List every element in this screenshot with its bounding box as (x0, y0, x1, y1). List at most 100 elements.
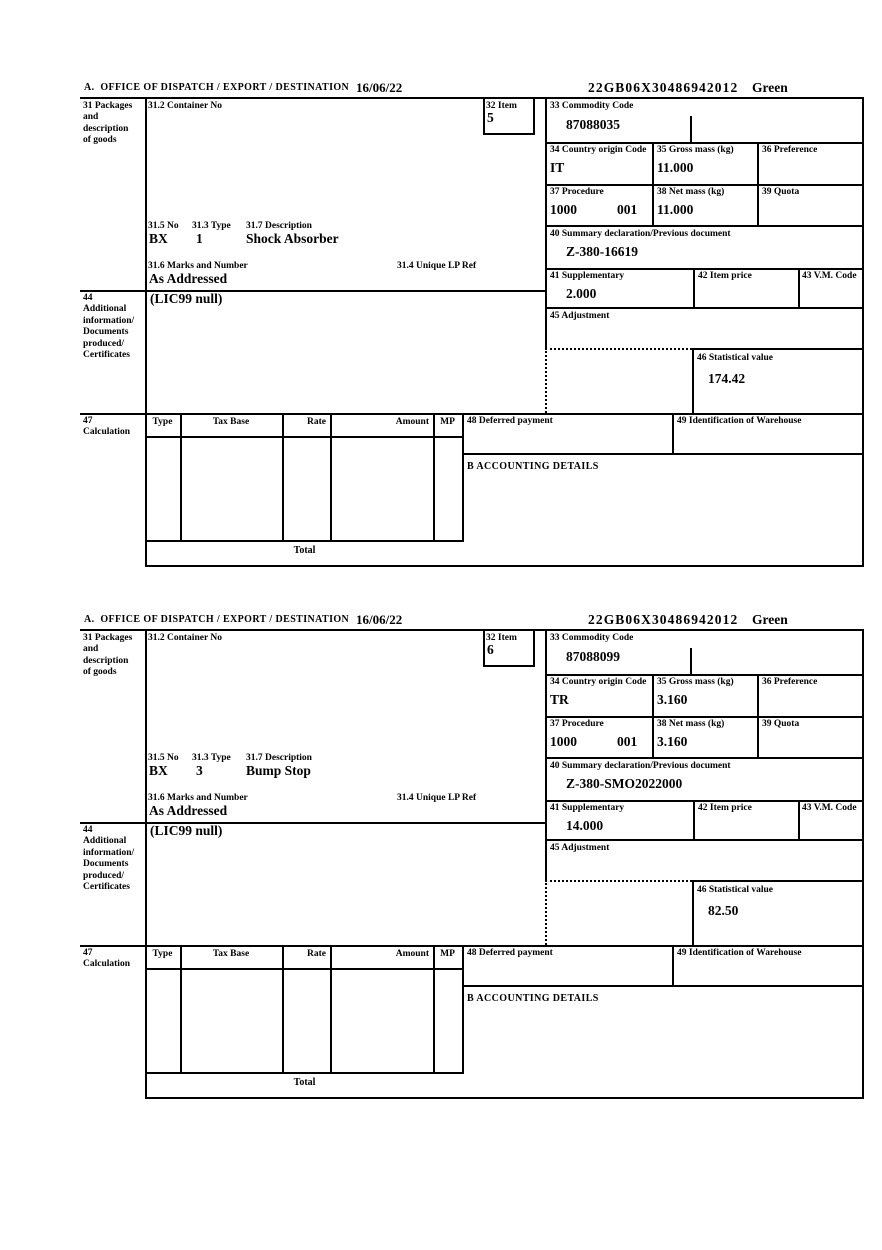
calculation-top-border (80, 945, 864, 947)
marks-bottom-border (80, 290, 547, 292)
item-box-right-border (533, 97, 535, 133)
box37-procedure-value: 1000 (550, 734, 577, 749)
grid-line (693, 800, 695, 839)
dotted-vertical-divider (545, 880, 547, 945)
box45-adjustment-label: 45 Adjustment (550, 843, 610, 853)
grid-line (798, 800, 800, 839)
box33-commodity-label: 33 Commodity Code (550, 101, 634, 111)
box41-supplementary-value: 14.000 (566, 818, 604, 833)
box40-previous-doc-value: Z-380-SMO2022000 (566, 776, 683, 791)
package-count-value: 3 (196, 763, 203, 778)
box34-origin-value: IT (550, 160, 565, 175)
box38-net-mass-label: 38 Net mass (kg) (657, 187, 725, 197)
box39-quota-label: 39 Quota (762, 719, 800, 729)
package-kind-value: BX (149, 231, 168, 246)
box39-quota-label: 39 Quota (762, 187, 800, 197)
box32-item-label: 32 Item (486, 101, 517, 111)
calc-col-type: Type (152, 417, 173, 427)
office-of-dispatch-label: A. OFFICE OF DISPATCH / EXPORT / DESTINA… (84, 614, 350, 625)
box44-additional-info-value: (LIC99 null) (150, 823, 223, 838)
box36-preference-label: 36 Preference (762, 677, 818, 687)
calc-column-line (180, 413, 182, 540)
dotted-grid-line (545, 880, 692, 882)
grid-line (545, 184, 864, 186)
box37-procedure-ext: 001 (617, 734, 638, 749)
accounting-details-label: B ACCOUNTING DETAILS (467, 461, 599, 472)
deferred-bottom-border (462, 985, 864, 987)
grid-line (652, 674, 654, 757)
calc-table-right-border (462, 413, 464, 540)
box33-commodity-label: 33 Commodity Code (550, 633, 634, 643)
grid-line (757, 142, 759, 225)
box44-additional-info-label: 44 Additional information/ Documents pro… (83, 293, 135, 360)
grid-line (545, 674, 864, 676)
box45-adjustment-label: 45 Adjustment (550, 311, 610, 321)
box35-gross-mass-value: 3.160 (657, 692, 688, 707)
box42-item-price-label: 42 Item price (698, 803, 752, 813)
box37-procedure-value: 1000 (550, 202, 577, 217)
marks-value: As Addressed (149, 271, 228, 286)
item-box-right-border (533, 629, 535, 665)
box32-item-label: 32 Item (486, 633, 517, 643)
box37-procedure-ext: 001 (617, 202, 638, 217)
calc-header-underline (145, 968, 464, 970)
box31-5-no-label: 31.5 No (148, 753, 179, 763)
calc-total-label: Total (293, 545, 316, 556)
deferred-warehouse-divider (672, 945, 674, 985)
box38-net-mass-label: 38 Net mass (kg) (657, 719, 725, 729)
stat-value-left-border (692, 880, 694, 945)
item-box-bottom-border (483, 665, 535, 667)
box31-packages-label: 31 Packages and description of goods (83, 101, 133, 146)
box41-supplementary-label: 41 Supplementary (550, 803, 625, 813)
stat-value-top-border (692, 880, 864, 882)
commodity-code-separator-tick (690, 648, 692, 674)
deferred-bottom-border (462, 453, 864, 455)
box43-vm-code-label: 43 V.M. Code (802, 803, 857, 813)
grid-line (757, 674, 759, 757)
grid-line (545, 268, 864, 270)
calc-column-line (282, 945, 284, 1072)
box33-commodity-value: 87088099 (566, 649, 620, 664)
calc-col-mp: MP (440, 949, 455, 959)
calc-column-line (330, 945, 332, 1072)
calc-col-amount: Amount (395, 949, 429, 959)
office-of-dispatch-label: A. OFFICE OF DISPATCH / EXPORT / DESTINA… (84, 82, 350, 93)
box44-additional-info-value: (LIC99 null) (150, 291, 223, 306)
box34-origin-label: 34 Country origin Code (550, 677, 647, 687)
calc-column-line (282, 413, 284, 540)
box48-deferred-payment-label: 48 Deferred payment (467, 948, 553, 958)
box31-3-type-label: 31.3 Type (192, 753, 231, 763)
label-column-divider (145, 629, 147, 1099)
box31-7-description-label: 31.7 Description (246, 221, 312, 231)
box37-procedure-label: 37 Procedure (550, 187, 604, 197)
box33-commodity-value: 87088035 (566, 117, 620, 132)
stat-value-left-border (692, 348, 694, 413)
declaration-item-section: A. OFFICE OF DISPATCH / EXPORT / DESTINA… (80, 612, 864, 1104)
box41-supplementary-value: 2.000 (566, 286, 597, 301)
box37-procedure-label: 37 Procedure (550, 719, 604, 729)
table-right-border (862, 629, 864, 1099)
box43-vm-code-label: 43 V.M. Code (802, 271, 857, 281)
grid-line (545, 307, 864, 309)
routing-status: Green (752, 612, 788, 627)
grid-line (545, 142, 864, 144)
box41-supplementary-label: 41 Supplementary (550, 271, 625, 281)
dotted-vertical-divider (545, 348, 547, 413)
calculation-top-border (80, 413, 864, 415)
box34-origin-value: TR (550, 692, 569, 707)
item-box-left-border (483, 97, 485, 133)
calc-col-type: Type (152, 949, 173, 959)
box46-statistical-value: 174.42 (708, 371, 746, 386)
box31-2-container-label: 31.2 Container No (148, 633, 222, 643)
box31-2-container-label: 31.2 Container No (148, 101, 222, 111)
grid-line (798, 268, 800, 307)
mrn-reference: 22GB06X30486942012 (588, 612, 739, 627)
box40-previous-doc-label: 40 Summary declaration/Previous document (550, 761, 731, 771)
box47-calculation-label: 47 Calculation (83, 416, 130, 438)
deferred-warehouse-divider (672, 413, 674, 453)
calc-col-tax-base: Tax Base (212, 949, 250, 959)
box31-5-no-label: 31.5 No (148, 221, 179, 231)
item-box-bottom-border (483, 133, 535, 135)
box49-warehouse-label: 49 Identification of Warehouse (677, 416, 802, 426)
